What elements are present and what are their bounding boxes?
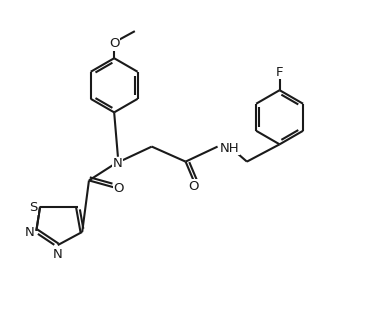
Text: N: N — [113, 157, 123, 170]
Text: N: N — [25, 226, 34, 239]
Text: NH: NH — [220, 142, 239, 155]
Text: S: S — [29, 201, 37, 214]
Text: O: O — [189, 180, 199, 193]
Text: N: N — [53, 247, 63, 261]
Text: O: O — [113, 182, 124, 195]
Text: O: O — [109, 38, 119, 50]
Text: F: F — [276, 65, 284, 79]
